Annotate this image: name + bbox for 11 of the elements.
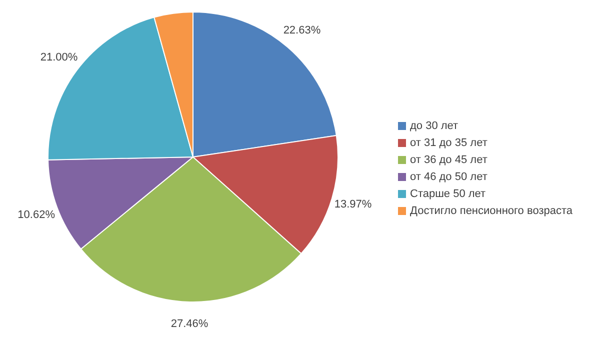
data-label: 13.97% xyxy=(334,198,372,211)
legend-label: до 30 лет xyxy=(410,120,458,132)
legend-label: от 36 до 45 лет xyxy=(410,154,488,166)
data-label: 22.63% xyxy=(283,24,321,36)
legend-label: от 46 до 50 лет xyxy=(410,171,488,183)
data-label: 10.62% xyxy=(18,208,56,221)
data-label: 27.46% xyxy=(170,318,208,330)
data-label: 21.00% xyxy=(40,51,78,64)
legend-label: Старше 50 лет xyxy=(410,188,486,200)
legend-label: Достигло пенсионного возраста xyxy=(410,205,573,217)
legend-label: от 31 до 35 лет xyxy=(410,137,488,149)
